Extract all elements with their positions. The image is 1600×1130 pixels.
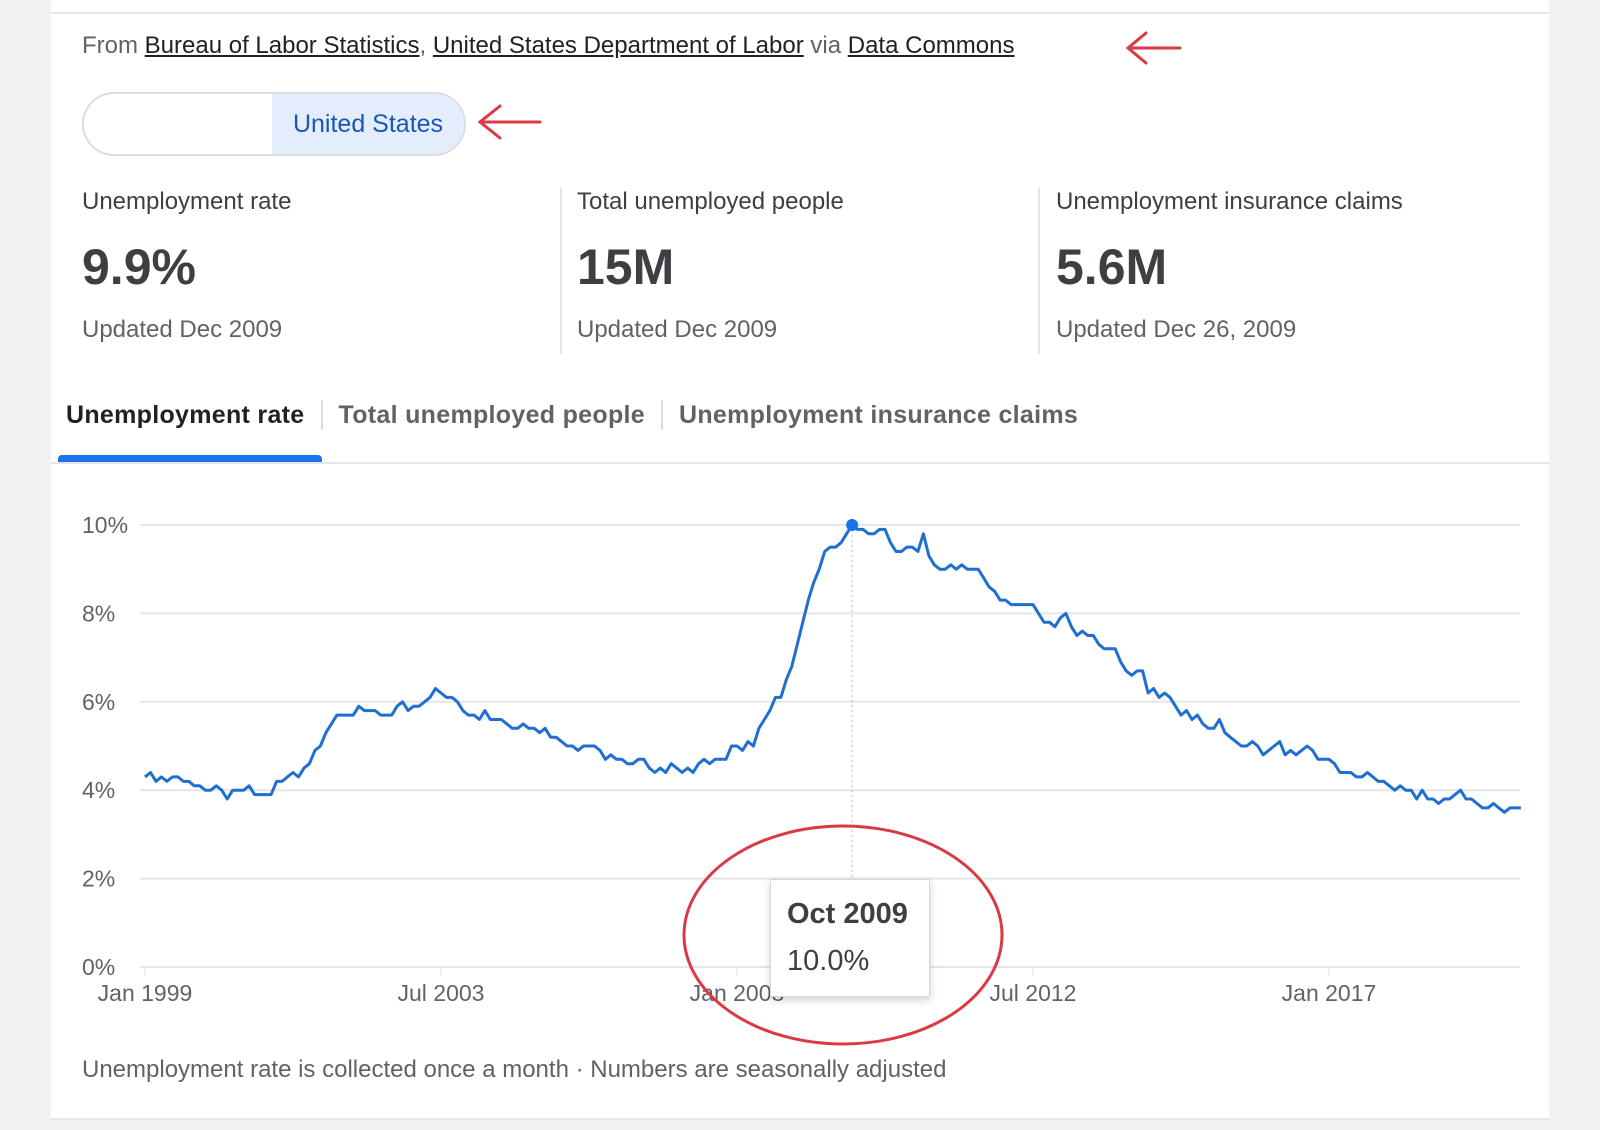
chart-tooltip: Oct 2009 10.0% — [770, 879, 930, 997]
x-tick-label: Jan 1999 — [98, 980, 193, 1006]
stat-value: 5.6M — [1056, 239, 1168, 295]
active-tab-indicator — [58, 455, 322, 462]
source-link-dol[interactable]: United States Department of Labor — [432, 32, 804, 59]
tooltip-value: 10.0% — [787, 945, 870, 977]
x-tick-label: Jan 2017 — [1282, 980, 1377, 1006]
divider — [51, 12, 1549, 14]
stat-label: Total unemployed people — [577, 188, 844, 215]
stat-label: Unemployment rate — [82, 188, 292, 215]
stat-divider — [560, 188, 562, 354]
highlight-point[interactable] — [846, 519, 859, 531]
source-link-data-commons[interactable]: Data Commons — [847, 32, 1015, 59]
tab-separator — [660, 400, 663, 430]
y-tick-label: 4% — [82, 777, 115, 803]
source-separator: , — [419, 32, 427, 59]
tab-separator — [320, 400, 323, 430]
stat-updated: Updated Dec 2009 — [577, 316, 778, 343]
stat-insurance-claims: Unemployment insurance claims 5.6M Updat… — [1056, 188, 1403, 344]
chart-tabs: Unemployment rate Total unemployed peopl… — [66, 400, 1094, 430]
tab-unemployment-insurance-claims[interactable]: Unemployment insurance claims — [678, 400, 1079, 429]
y-tick-label: 2% — [82, 866, 115, 892]
y-tick-label: 6% — [82, 689, 115, 715]
source-via: via — [810, 32, 842, 59]
stat-divider — [1038, 188, 1040, 354]
stat-value: 9.9% — [82, 239, 196, 295]
source-link-bls[interactable]: Bureau of Labor Statistics — [144, 32, 420, 59]
place-selector[interactable]: United States — [82, 92, 466, 156]
series-line — [144, 523, 1521, 814]
source-prefix: From — [82, 32, 138, 59]
y-tick-label: 8% — [82, 600, 115, 626]
source-attribution: From Bureau of Labor Statistics, United … — [82, 32, 1014, 60]
tab-total-unemployed-people[interactable]: Total unemployed people — [338, 400, 645, 429]
y-tick-label: 0% — [82, 954, 115, 980]
y-tick-label: 10% — [82, 512, 128, 538]
stat-unemployment-rate: Unemployment rate 9.9% Updated Dec 2009 — [82, 188, 291, 344]
tooltip-date: Oct 2009 — [787, 898, 908, 930]
x-tick-label: Jul 2012 — [990, 980, 1077, 1006]
stat-value: 15M — [577, 239, 675, 295]
stat-total-unemployed: Total unemployed people 15M Updated Dec … — [577, 188, 844, 344]
tab-divider — [51, 462, 1549, 464]
divider — [51, 1118, 1549, 1120]
chart-footnote: Unemployment rate is collected once a mo… — [82, 1056, 947, 1083]
tab-unemployment-rate[interactable]: Unemployment rate — [66, 400, 305, 429]
place-option-united-states[interactable]: United States — [272, 94, 464, 154]
stat-updated: Updated Dec 26, 2009 — [1056, 316, 1297, 343]
stat-updated: Updated Dec 2009 — [82, 316, 283, 343]
stat-label: Unemployment insurance claims — [1056, 188, 1403, 215]
x-tick-label: Jul 2003 — [398, 980, 485, 1006]
